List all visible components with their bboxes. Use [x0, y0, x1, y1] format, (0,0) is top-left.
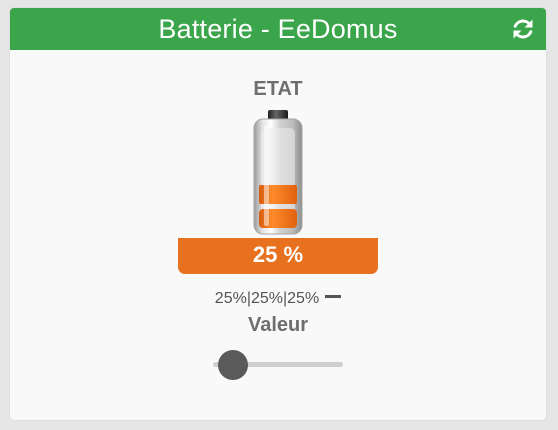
value-slider[interactable] [213, 350, 343, 380]
battery-level-value: 25 % [178, 238, 378, 274]
state-label: ETAT [253, 78, 303, 100]
widget-header: Batterie - EeDomus [10, 8, 546, 50]
history-values: 25%|25%|25% [10, 290, 546, 308]
battery-icon [253, 110, 303, 235]
control-label: Valeur [247, 314, 309, 336]
refresh-icon[interactable] [510, 16, 536, 42]
history-text: 25%|25%|25% [214, 290, 320, 307]
slider-thumb[interactable] [217, 350, 248, 380]
slider-track[interactable] [213, 362, 343, 367]
battery-widget: Batterie - EeDomus ETAT [10, 8, 546, 420]
widget-title: Batterie - EeDomus [158, 14, 398, 44]
dash-icon [325, 295, 342, 299]
